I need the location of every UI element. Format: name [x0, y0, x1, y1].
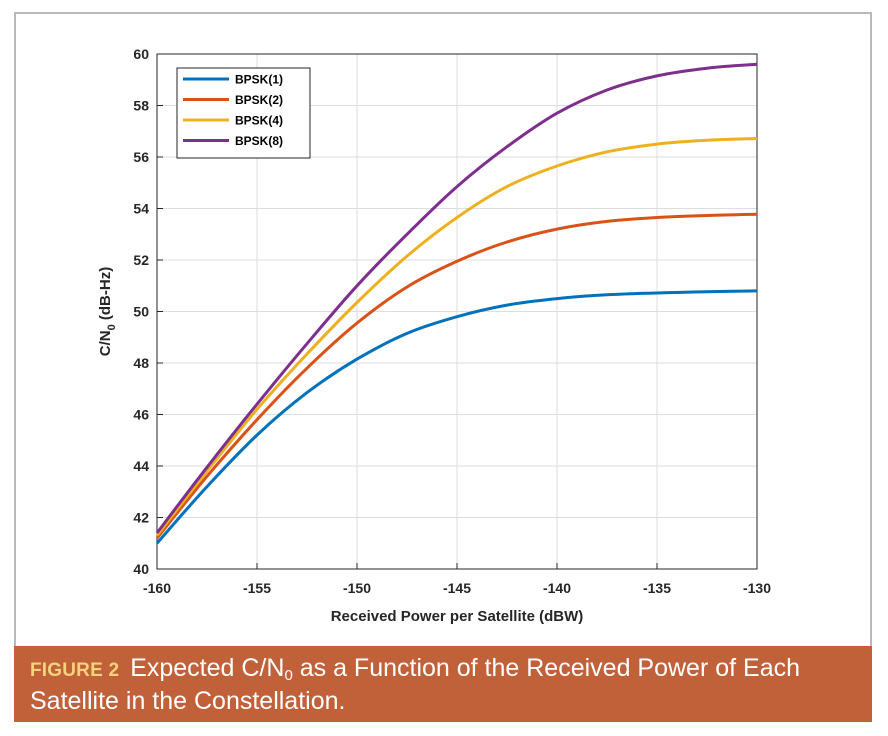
y-tick-label: 44	[133, 458, 149, 474]
figure-label: FIGURE 2	[30, 660, 120, 681]
x-tick-label: -130	[743, 580, 771, 596]
x-tick-label: -145	[443, 580, 471, 596]
y-tick-label: 48	[133, 355, 149, 371]
legend-box	[176, 67, 311, 159]
x-tick-label: -150	[343, 580, 371, 596]
y-tick-label: 52	[133, 252, 149, 268]
x-tick-label: -155	[243, 580, 271, 596]
y-axis-title-unit: (dB-Hz)	[97, 267, 114, 324]
legend-entry-label: BPSK(8)	[235, 134, 283, 148]
y-axis-title: C/N0 (dB-Hz)	[97, 267, 118, 356]
figure-caption: FIGURE 2 Expected C/N0 as a Function of …	[14, 646, 872, 722]
y-tick-label: 60	[133, 46, 149, 62]
legend-entry-label: BPSK(4)	[235, 114, 283, 128]
series-line-bpsk8	[155, 62, 758, 534]
y-tick-label: 56	[133, 149, 149, 165]
x-tick-label: -160	[143, 580, 171, 596]
x-tick-label: -135	[643, 580, 671, 596]
y-axis-title-main: C/N	[97, 330, 114, 356]
legend-entry-label: BPSK(2)	[235, 93, 283, 107]
legend: BPSK(1) BPSK(2) BPSK(4) BPSK(8)	[176, 67, 311, 159]
y-tick-label: 40	[133, 561, 149, 577]
y-axis-title-subscript: 0	[106, 324, 118, 330]
caption-text-before: Expected C/N	[130, 654, 285, 682]
caption-subscript: 0	[284, 667, 293, 684]
y-tick-label: 54	[133, 201, 149, 217]
y-tick-label: 46	[133, 407, 149, 423]
x-tick-label: -140	[543, 580, 571, 596]
ticks-layer: -160 -155 -150 -145 -140 -135 -130 40 42 44 46 48 50…	[133, 46, 771, 596]
caption-text-after: as a Function of the Received Power of E…	[30, 654, 801, 715]
x-axis-title: Received Power per Satellite (dBW)	[331, 608, 584, 625]
series-layer	[155, 62, 758, 545]
y-tick-label: 58	[133, 98, 149, 114]
legend-entry-label: BPSK(1)	[235, 73, 283, 87]
series-line-bpsk4	[155, 137, 758, 537]
line-chart: -160 -155 -150 -145 -140 -135 -130 40 42 44 46 48 50…	[97, 46, 771, 625]
series-line-bpsk1	[155, 289, 758, 545]
y-tick-label: 50	[133, 304, 149, 320]
y-tick-label: 42	[133, 510, 149, 526]
series-line-bpsk2	[155, 212, 758, 540]
